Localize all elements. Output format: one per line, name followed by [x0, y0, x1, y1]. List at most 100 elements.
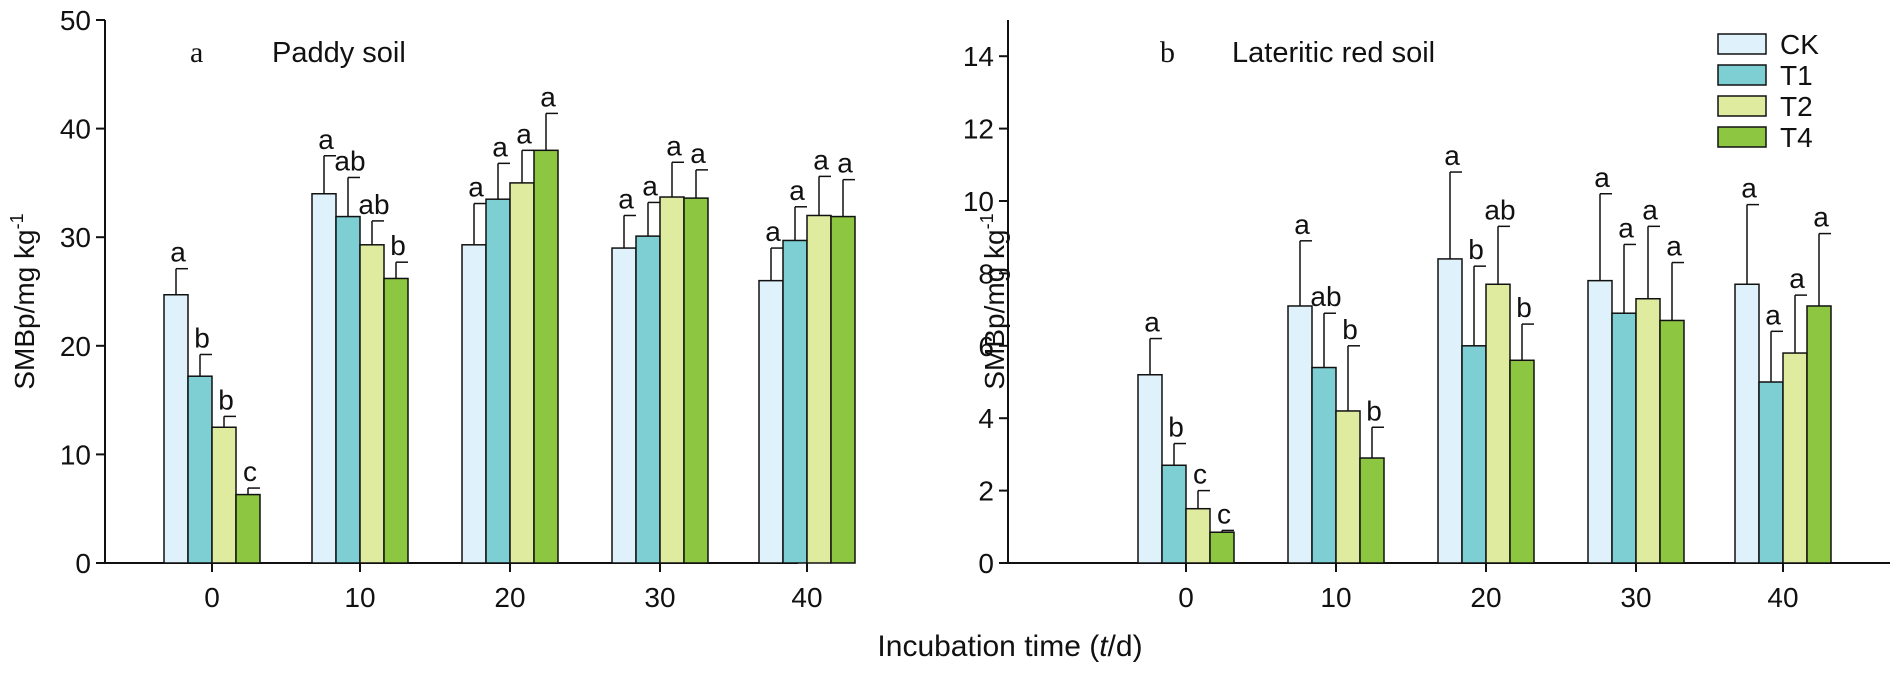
- y-tick-label: 30: [60, 222, 91, 253]
- significance-letter: a: [1594, 162, 1610, 193]
- significance-letter: a: [492, 131, 508, 162]
- y-tick-label: 8: [978, 258, 994, 289]
- bar-t4: [1359, 457, 1385, 564]
- bar-t4: [1659, 319, 1685, 564]
- bar-ck: [611, 247, 637, 564]
- x-tick-label: 10: [1320, 582, 1351, 613]
- bar-t4: [830, 215, 856, 564]
- bar-ck: [1437, 258, 1463, 564]
- significance-letter: a: [1144, 307, 1160, 338]
- bar-t4: [1209, 531, 1235, 564]
- y-tick-label: 0: [75, 548, 91, 579]
- significance-letter: a: [789, 175, 805, 206]
- x-tick-label: 0: [1178, 582, 1194, 613]
- bar-ck: [163, 294, 189, 564]
- y-axis-label-superscript: -1: [7, 213, 27, 229]
- x-axis-label-suffix: /d): [1108, 630, 1143, 663]
- bar-t1: [782, 239, 808, 564]
- y-tick-label: 10: [963, 186, 994, 217]
- significance-letter: b: [194, 322, 210, 353]
- bar-t4: [533, 149, 559, 564]
- significance-letter: a: [540, 81, 556, 112]
- bar-ck: [311, 193, 337, 564]
- significance-letter: a: [666, 130, 682, 161]
- bar-t2: [659, 196, 685, 564]
- bar-t2: [1335, 410, 1361, 564]
- bar-t4: [1806, 305, 1832, 564]
- y-tick-label: 10: [60, 439, 91, 470]
- bar-ck: [461, 244, 487, 564]
- legend-swatch-t2: [1717, 95, 1767, 117]
- x-tick-label: 20: [1470, 582, 1501, 613]
- bar-t2: [211, 426, 237, 564]
- significance-letter: a: [1741, 173, 1757, 204]
- bar-t2: [1782, 352, 1808, 564]
- panel-title: Paddy soil: [272, 37, 406, 69]
- y-axis-label-text: SMBp/mg kg: [9, 229, 40, 389]
- bar-t1: [635, 235, 661, 564]
- bar-t1: [187, 375, 213, 564]
- panel-title: Lateritic red soil: [1232, 37, 1435, 69]
- significance-letter: c: [1193, 459, 1207, 490]
- x-tick-label: 40: [791, 582, 822, 613]
- bar-t2: [509, 182, 535, 564]
- x-tick-label: 0: [204, 582, 220, 613]
- significance-letter: b: [390, 230, 406, 261]
- bar-t1: [1461, 345, 1487, 564]
- bar-t2: [1185, 507, 1211, 564]
- significance-letter: a: [618, 183, 634, 214]
- bar-t1: [335, 215, 361, 564]
- significance-letter: a: [690, 138, 706, 169]
- significance-letter: b: [218, 384, 234, 415]
- bar-ck: [758, 279, 784, 564]
- y-axis-label-superscript: -1: [977, 213, 997, 229]
- x-axis-label-prefix: Incubation time (: [877, 630, 1099, 663]
- bar-t2: [806, 214, 832, 564]
- y-tick-label: 2: [978, 476, 994, 507]
- significance-letter: a: [765, 216, 781, 247]
- significance-letter: a: [468, 172, 484, 203]
- x-tick-label: 40: [1767, 582, 1798, 613]
- significance-letter: a: [1618, 212, 1634, 243]
- significance-letter: c: [1217, 498, 1231, 529]
- significance-letter: ab: [1484, 194, 1515, 225]
- significance-letter: b: [1168, 412, 1184, 443]
- y-tick-label: 0: [978, 548, 994, 579]
- legend-swatch-t4: [1717, 126, 1767, 148]
- bar-t4: [683, 197, 709, 564]
- x-tick-label: 20: [494, 582, 525, 613]
- bar-t1: [1161, 464, 1187, 564]
- significance-letter: a: [1294, 209, 1310, 240]
- bar-t2: [1485, 283, 1511, 564]
- bar-ck: [1137, 374, 1163, 564]
- bar-t4: [383, 277, 409, 564]
- panel-letter: b: [1160, 36, 1175, 69]
- significance-letter: a: [813, 144, 829, 175]
- significance-letter: a: [1765, 299, 1781, 330]
- significance-letter: a: [1444, 140, 1460, 171]
- y-tick-label: 20: [60, 331, 91, 362]
- significance-letter: ab: [334, 145, 365, 176]
- significance-letter: a: [516, 118, 532, 149]
- bar-t1: [1758, 381, 1784, 564]
- legend-swatch-ck: [1717, 33, 1767, 55]
- y-axis-label-text: SMBp/mg kg: [979, 229, 1010, 389]
- x-tick-label: 10: [344, 582, 375, 613]
- x-axis-label: Incubation time (t/d): [877, 630, 1142, 663]
- significance-letter: b: [1366, 395, 1382, 426]
- y-tick-label: 40: [60, 114, 91, 145]
- y-tick-label: 6: [978, 331, 994, 362]
- y-tick-label: 4: [978, 403, 994, 434]
- significance-letter: ab: [1310, 281, 1341, 312]
- significance-letter: c: [243, 456, 257, 487]
- y-axis-label: SMBp/mg kg-1: [7, 213, 40, 389]
- legend-label-ck: CK: [1780, 29, 1819, 60]
- legend-label-t1: T1: [1780, 60, 1813, 91]
- bar-t1: [1611, 312, 1637, 564]
- bar-t4: [235, 493, 261, 564]
- significance-letter: a: [642, 170, 658, 201]
- bar-t1: [1311, 366, 1337, 564]
